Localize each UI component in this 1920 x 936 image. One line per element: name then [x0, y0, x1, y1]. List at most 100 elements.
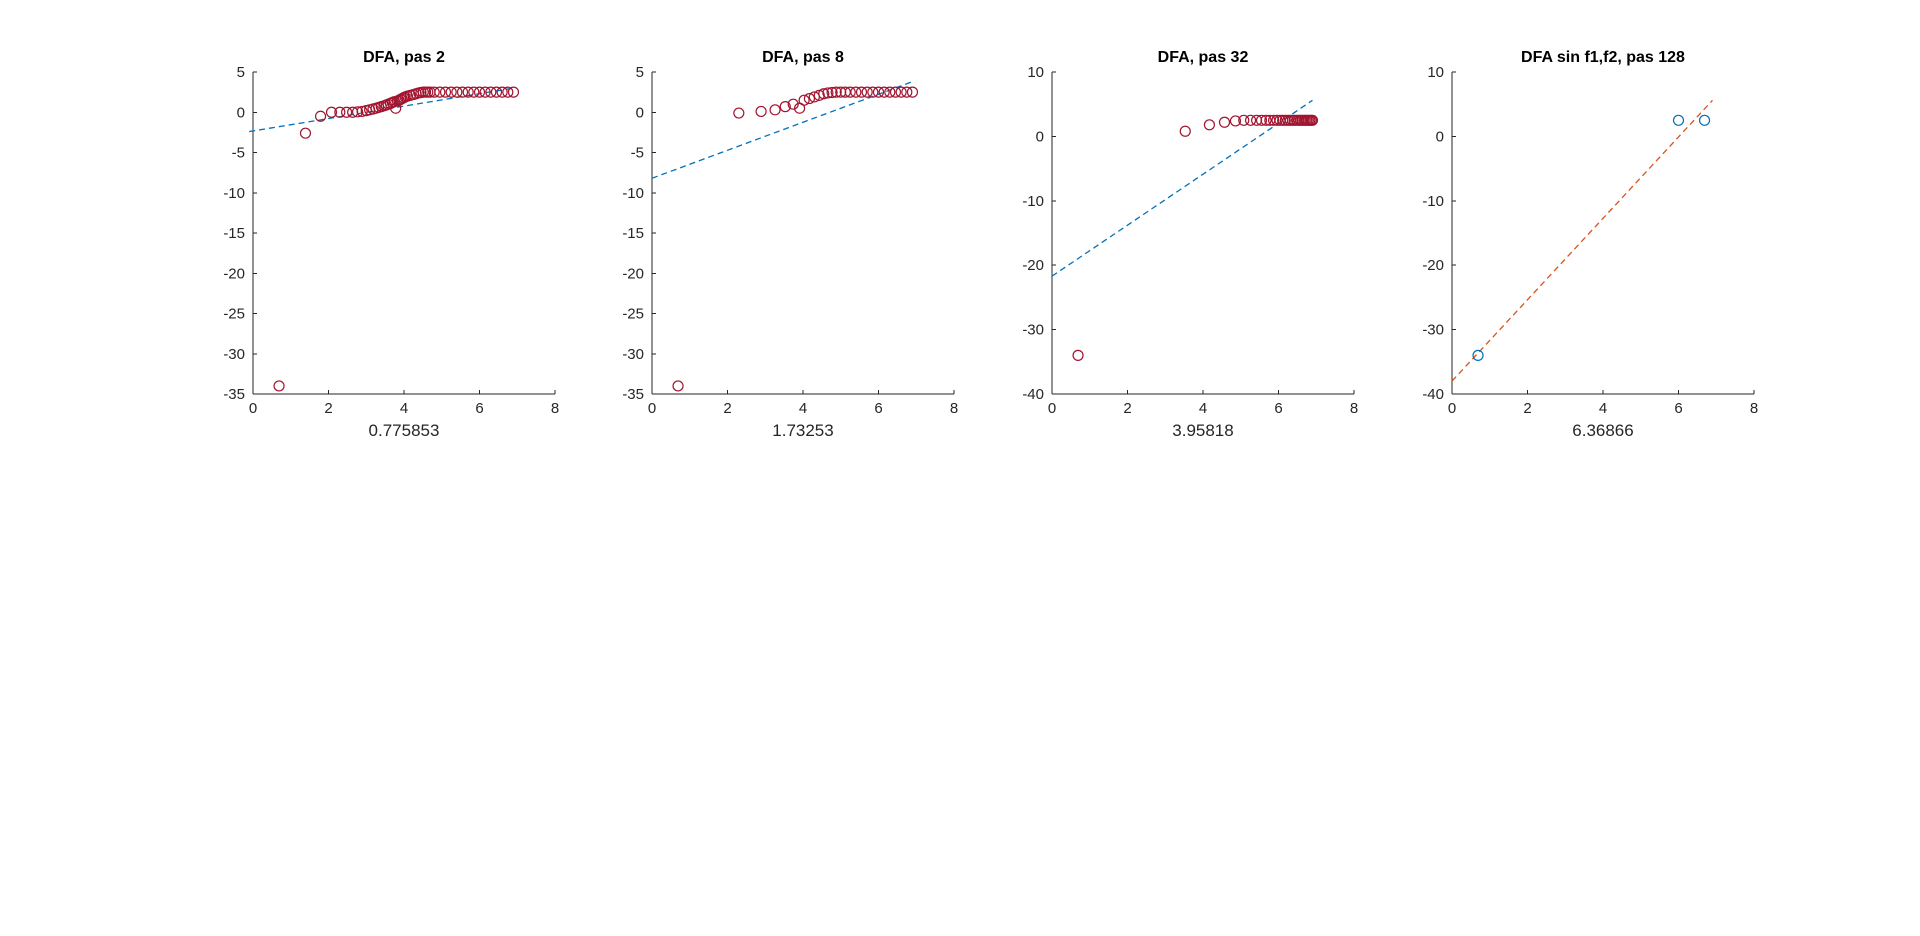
y-tick-label: -5 [232, 145, 245, 162]
subplot-title: DFA, pas 8 [762, 49, 844, 66]
data-point [1238, 114, 1250, 126]
data-point [798, 94, 810, 106]
fit-line [1051, 99, 1313, 277]
data-point [434, 86, 446, 98]
data-point [855, 86, 868, 98]
fit-line [651, 81, 913, 179]
subplot-2: DFA, pas 8 1.73253 0 2 4 6 8 -35 -30 -25 -20 -15 -… [622, 49, 958, 440]
data-point [878, 86, 890, 98]
y-tick-label: -10 [622, 185, 644, 202]
y-tick-label: -15 [223, 225, 245, 242]
x-axis-label: 6.36866 [1572, 421, 1633, 440]
data-point [901, 86, 913, 98]
data-point [861, 86, 873, 98]
data-point [830, 86, 842, 98]
x-tick-label: 4 [1199, 400, 1207, 417]
plot-area [249, 86, 520, 392]
x-tick-label: 2 [324, 400, 332, 417]
data-point [1255, 114, 1268, 126]
data-point [462, 86, 474, 98]
data-point [351, 106, 364, 118]
data-point [818, 88, 830, 100]
x-axis-label: 3.95818 [1172, 421, 1233, 440]
data-point [906, 86, 919, 98]
data-point [1179, 125, 1191, 137]
data-point [428, 86, 440, 98]
x-tick-label: 2 [1523, 400, 1531, 417]
y-tick-label: -10 [1422, 193, 1444, 210]
data-point [1229, 115, 1242, 127]
y-tick-label: -35 [223, 386, 245, 403]
fit-line [1451, 99, 1713, 382]
data-point [502, 86, 514, 98]
y-tick-label: -30 [1422, 322, 1444, 339]
y-tick-label: 0 [237, 104, 245, 121]
data-point [1271, 114, 1283, 126]
data-point [1306, 114, 1319, 126]
x-tick-label: 6 [874, 400, 882, 417]
x-tick-label: 8 [551, 400, 559, 417]
y-tick-label: -20 [622, 265, 644, 282]
y-tick-label: -30 [622, 346, 644, 363]
data-point [507, 86, 520, 98]
y-tick-label: -40 [1022, 386, 1044, 403]
data-point [1260, 114, 1272, 126]
data-point [1672, 114, 1685, 126]
data-point [787, 98, 799, 110]
data-point [468, 86, 480, 98]
y-tick-label: -30 [223, 346, 245, 363]
data-point [803, 92, 816, 105]
subplot-title: DFA, pas 2 [363, 49, 445, 66]
data-point [755, 105, 767, 118]
subplot-title: DFA sin f1,f2, pas 128 [1521, 49, 1685, 66]
subplot-1: DFA, pas 2 0.775853 0 2 4 6 8 -35 -30 -25 -20 -15… [223, 49, 559, 440]
data-point [867, 86, 879, 98]
y-tick-label: 10 [1427, 64, 1444, 81]
x-tick-label: 8 [1350, 400, 1358, 417]
data-point [1203, 119, 1216, 131]
data-point [299, 127, 312, 139]
x-tick-label: 4 [799, 400, 807, 417]
y-tick-label: -10 [1022, 193, 1044, 210]
x-tick-label: 8 [1750, 400, 1758, 417]
data-point [473, 86, 486, 98]
y-tick-label: -5 [631, 145, 644, 162]
data-point [733, 107, 745, 119]
y-tick-label: 0 [636, 104, 644, 121]
data-point [1244, 114, 1257, 126]
x-tick-label: 8 [950, 400, 958, 417]
data-point [813, 89, 825, 101]
y-tick-label: 0 [1036, 128, 1044, 145]
x-tick-label: 4 [400, 400, 408, 417]
plot-area [651, 81, 919, 392]
x-tick-label: 2 [1123, 400, 1131, 417]
data-point [872, 86, 885, 98]
x-tick-label: 6 [1274, 400, 1282, 417]
x-tick-label: 0 [648, 400, 656, 417]
plot-area [1451, 99, 1713, 382]
y-tick-label: -15 [622, 225, 644, 242]
subplot-3: DFA, pas 32 3.95818 0 2 4 6 8 -40 -30 -20 -10 0 10 [1022, 49, 1358, 440]
data-point [826, 86, 838, 99]
data-point [356, 105, 368, 118]
data-point [844, 86, 856, 98]
data-point [1698, 114, 1711, 126]
data-point [889, 86, 902, 98]
data-point [325, 106, 338, 118]
y-tick-label: 0 [1436, 128, 1444, 145]
data-point [1072, 349, 1084, 361]
x-tick-label: 6 [475, 400, 483, 417]
data-point [1279, 114, 1291, 126]
plot-area [1051, 99, 1319, 361]
data-point [451, 86, 463, 98]
x-tick-label: 0 [1448, 400, 1456, 417]
y-tick-label: -20 [1422, 257, 1444, 274]
data-point [341, 106, 353, 118]
data-point [779, 101, 791, 113]
y-tick-label: -25 [622, 306, 644, 323]
subplot-title: DFA, pas 32 [1158, 49, 1249, 66]
x-axis-label: 0.775853 [369, 421, 440, 440]
subplot-4: DFA sin f1,f2, pas 128 6.36866 0 2 4 6 8 -40 -… [1422, 49, 1758, 440]
data-point [490, 86, 503, 98]
